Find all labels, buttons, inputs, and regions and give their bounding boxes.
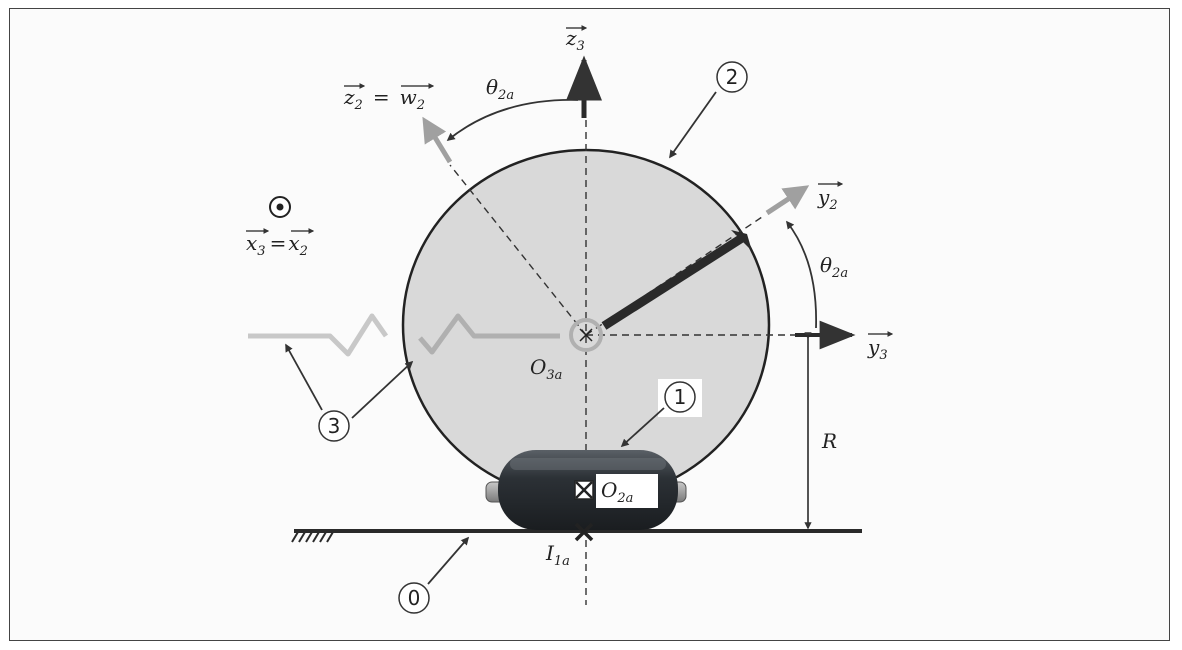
o2a-sub: 2a <box>616 491 633 506</box>
ground-hatch <box>291 531 334 543</box>
construction-lines <box>449 120 800 605</box>
svg-text:θ2a: θ2a <box>820 253 848 281</box>
svg-text:O2a: O2a <box>601 478 633 506</box>
spring-outer <box>248 313 389 357</box>
label-z2-w2: z2 = w2 <box>343 83 435 113</box>
z3-base: z <box>565 26 577 50</box>
y3-sub: 3 <box>879 348 887 363</box>
o3a-sub: 3a <box>546 368 562 383</box>
theta-right-base: θ <box>820 253 832 277</box>
part-label-2: 2 <box>716 61 748 93</box>
angle-arc-top <box>446 99 579 142</box>
svg-text:y2: y2 <box>817 185 838 213</box>
center-mark-o3a <box>579 328 593 342</box>
out-of-plane-symbol <box>269 196 291 218</box>
w2-base: w <box>400 85 417 109</box>
part-number-2: 2 <box>726 65 739 89</box>
label-r: R <box>821 429 837 453</box>
hub-ring <box>569 318 603 352</box>
part-number-3: 3 <box>328 414 341 438</box>
label-z3: z3 <box>565 25 588 54</box>
svg-text:z3: z3 <box>565 26 585 54</box>
theta-top-sub: 2a <box>497 88 514 103</box>
part3-pointer-right <box>351 360 414 419</box>
svg-text:θ2a: θ2a <box>486 75 514 103</box>
y2-axis-arrow <box>765 185 810 216</box>
z2-axis-arrow <box>422 116 453 164</box>
part-number-1: 1 <box>674 385 687 409</box>
label-o3a: O3a <box>530 355 562 383</box>
x-equals: = <box>270 231 287 255</box>
x3-sub: 3 <box>257 244 265 259</box>
label-o2a: O2a <box>601 478 633 506</box>
theta-top-base: θ <box>486 75 498 99</box>
z2-sub: 2 <box>354 98 363 113</box>
x2-base: x <box>288 231 299 255</box>
z3-sub: 3 <box>577 39 585 54</box>
part1-pointer <box>620 407 665 448</box>
label-theta-top: θ2a <box>486 75 514 103</box>
part-label-0: 0 <box>398 582 430 614</box>
vector-equals: = <box>373 85 390 109</box>
svg-text:z2=w2: z2 = w2 <box>343 85 425 113</box>
label-theta-right: θ2a <box>820 253 848 281</box>
wheel-arm <box>601 234 745 330</box>
label-y2: y2 <box>817 181 844 213</box>
part-label-1: 1 <box>664 381 696 413</box>
i1a-base: I <box>545 541 555 565</box>
o3a-base: O <box>530 355 546 379</box>
arm-tip <box>731 230 752 251</box>
y2-sub: 2 <box>828 198 837 213</box>
point-o2a-mark <box>574 480 594 500</box>
o2a-label-box <box>596 474 658 508</box>
part-number-0: 0 <box>408 586 421 610</box>
w2-sub: 2 <box>416 98 425 113</box>
point-i1a-mark <box>574 522 594 542</box>
label-i1a: I1a <box>545 541 570 569</box>
label-x3-x2: x3 = x2 <box>246 228 315 259</box>
y2-base: y <box>817 185 830 209</box>
svg-text:x3=x2: x3 = x2 <box>246 231 308 259</box>
o2a-base: O <box>601 478 617 502</box>
x3-base: x <box>246 231 257 255</box>
spring-inner <box>418 313 560 355</box>
part-label-3: 3 <box>318 410 350 442</box>
part0-pointer <box>427 536 470 585</box>
i1a-sub: 1a <box>554 554 570 569</box>
part3-pointer-left <box>285 343 323 411</box>
svg-text:O3a: O3a <box>530 355 562 383</box>
svg-text:y3: y3 <box>867 335 888 363</box>
part2-pointer <box>669 91 717 159</box>
z2-base: z <box>343 85 355 109</box>
label-y3: y3 <box>867 331 894 363</box>
x2-sub: 2 <box>299 244 308 259</box>
radius-label: R <box>821 429 837 453</box>
angle-arc-right <box>786 220 817 329</box>
theta-right-sub: 2a <box>831 266 848 281</box>
y3-base: y <box>867 335 880 359</box>
svg-text:I1a: I1a <box>545 541 570 569</box>
